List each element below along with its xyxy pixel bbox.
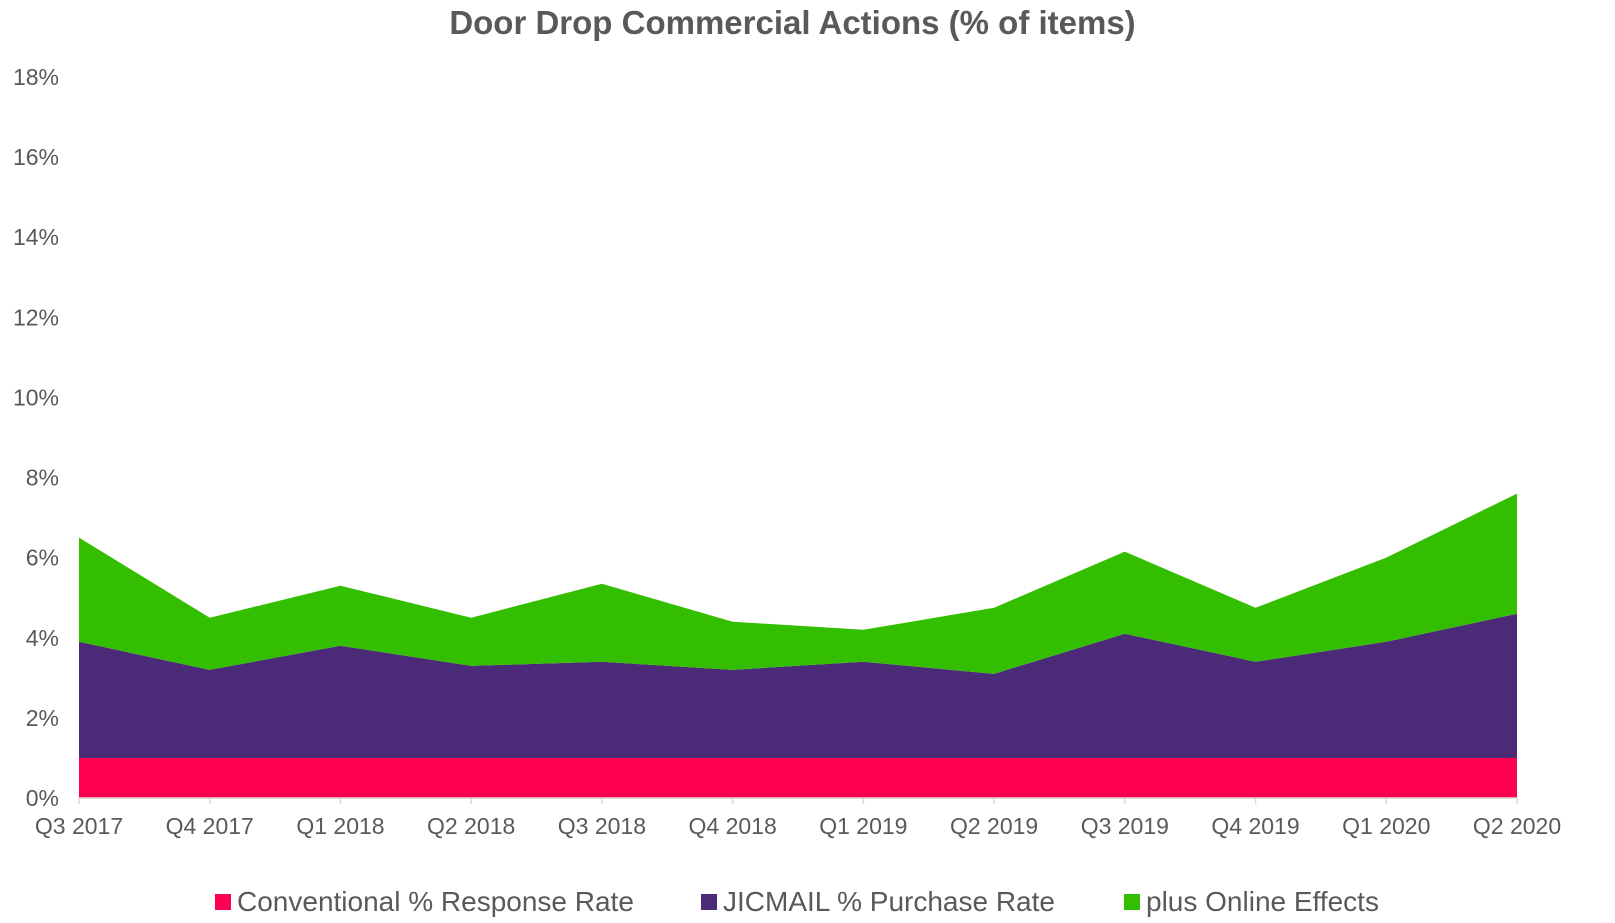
y-tick-label: 18% <box>13 64 59 90</box>
legend-item: plus Online Effects <box>1124 886 1379 918</box>
y-tick-label: 10% <box>13 384 59 410</box>
x-tick-label: Q1 2020 <box>1342 813 1430 839</box>
series-area-2 <box>79 613 1517 758</box>
x-tick-label: Q4 2019 <box>1211 813 1299 839</box>
legend-item: JICMAIL % Purchase Rate <box>701 886 1055 918</box>
y-tick-label: 16% <box>13 144 59 170</box>
series-area-3 <box>79 493 1517 674</box>
legend-item: Conventional % Response Rate <box>215 886 634 918</box>
x-tick-label: Q4 2017 <box>166 813 254 839</box>
legend-label: Conventional % Response Rate <box>237 886 634 917</box>
y-tick-label: 0% <box>26 785 59 811</box>
x-tick-label: Q3 2019 <box>1081 813 1169 839</box>
y-tick-label: 12% <box>13 304 59 330</box>
y-tick-label: 6% <box>26 545 59 571</box>
x-tick-label: Q1 2019 <box>819 813 907 839</box>
x-tick-label: Q2 2018 <box>427 813 515 839</box>
chart-title: Door Drop Commercial Actions (% of items… <box>449 4 1136 41</box>
y-tick-label: 2% <box>26 705 59 731</box>
x-tick-label: Q2 2020 <box>1473 813 1561 839</box>
y-tick-label: 8% <box>26 465 59 491</box>
x-tick-label: Q4 2018 <box>689 813 777 839</box>
legend-swatch <box>215 894 231 910</box>
legend-label: JICMAIL % Purchase Rate <box>723 886 1055 917</box>
x-tick-label: Q3 2018 <box>558 813 646 839</box>
chart-legend: Conventional % Response Rate JICMAIL % Pu… <box>0 886 1615 920</box>
series-area-1 <box>79 757 1517 798</box>
legend-label: plus Online Effects <box>1146 886 1379 917</box>
x-tick-label: Q2 2019 <box>950 813 1038 839</box>
legend-swatch <box>1124 894 1140 910</box>
y-tick-label: 14% <box>13 224 59 250</box>
y-tick-label: 4% <box>26 625 59 651</box>
x-tick-label: Q3 2017 <box>35 813 123 839</box>
legend-swatch <box>701 894 717 910</box>
x-tick-label: Q1 2018 <box>296 813 384 839</box>
